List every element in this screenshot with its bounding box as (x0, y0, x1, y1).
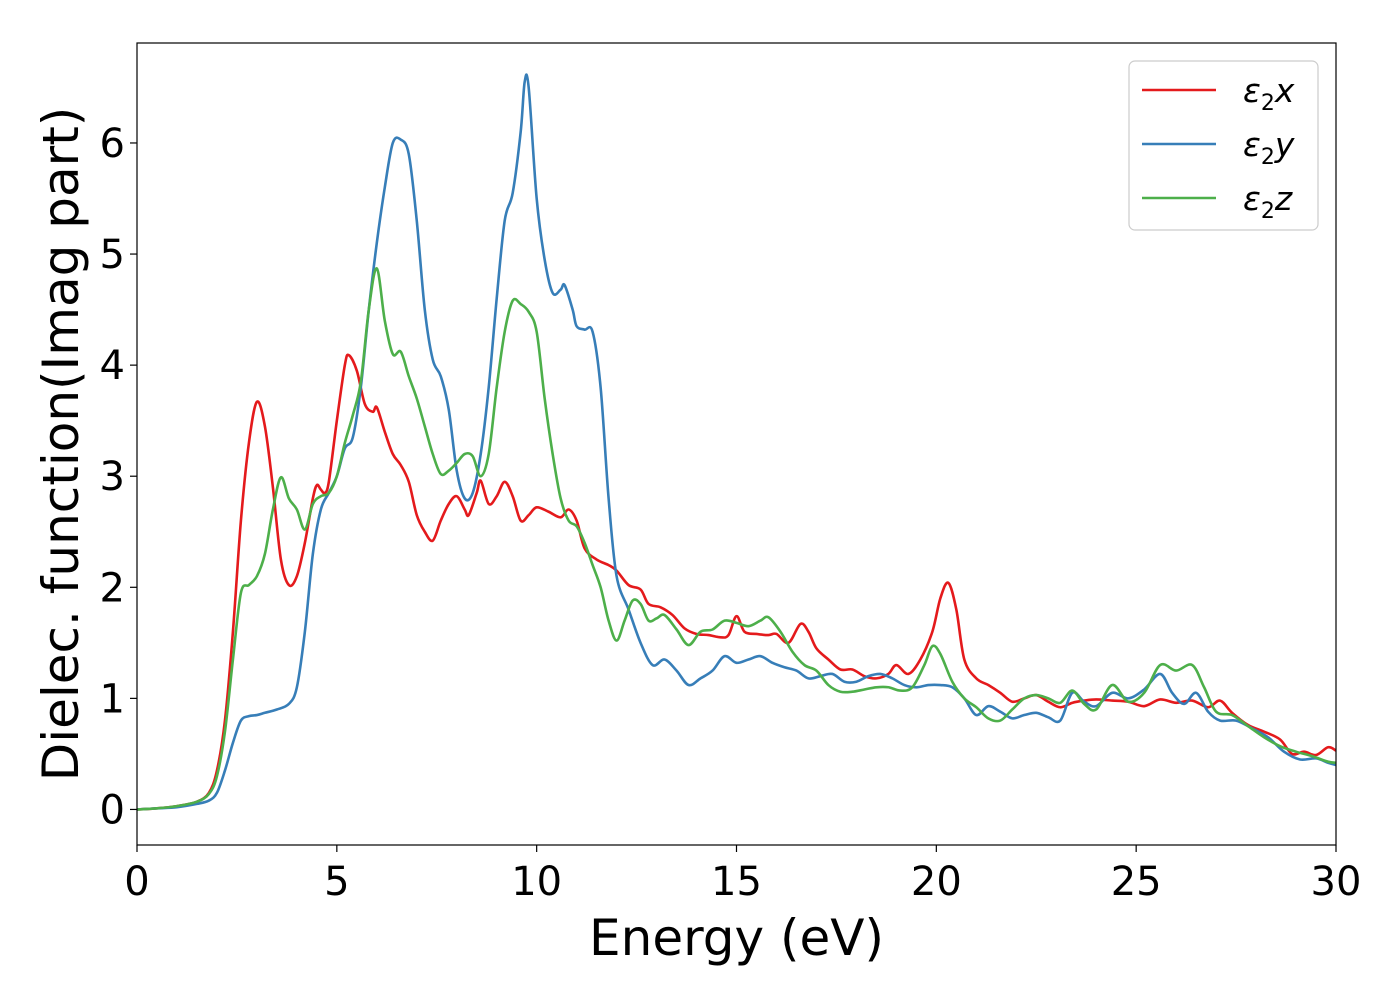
legend-label-z: ε2z (1243, 179, 1293, 224)
series-line-x (136, 353, 1337, 811)
y-tick-label: 5 (100, 232, 125, 278)
y-axis-title: Dielec. function(Imag part) (32, 107, 90, 782)
legend: ε2x ε2y ε2z (1128, 60, 1319, 231)
legend-label-y: ε2y (1243, 125, 1295, 170)
y-tick-label: 1 (100, 676, 125, 722)
y-tick-label: 4 (100, 343, 125, 389)
legend-label-x: ε2x (1243, 71, 1295, 116)
series-line-z (136, 267, 1337, 811)
y-tick-label: 3 (100, 454, 125, 500)
x-axis-ticks: 0 5 10 15 20 25 30 (124, 845, 1361, 905)
x-tick-label: 5 (324, 859, 349, 905)
x-tick-label: 30 (1311, 859, 1362, 905)
legend-box (1128, 60, 1319, 231)
x-tick-label: 25 (1111, 859, 1162, 905)
series-layer (136, 73, 1337, 811)
x-tick-label: 20 (911, 859, 962, 905)
y-tick-label: 0 (100, 787, 125, 833)
y-axis-ticks: 0 1 2 3 4 5 6 (100, 121, 137, 833)
x-tick-label: 10 (511, 859, 562, 905)
x-axis-title: Energy (eV) (589, 909, 884, 967)
y-tick-label: 2 (100, 565, 125, 611)
x-tick-label: 15 (711, 859, 762, 905)
y-tick-label: 6 (100, 121, 125, 167)
x-tick-label: 0 (124, 859, 149, 905)
